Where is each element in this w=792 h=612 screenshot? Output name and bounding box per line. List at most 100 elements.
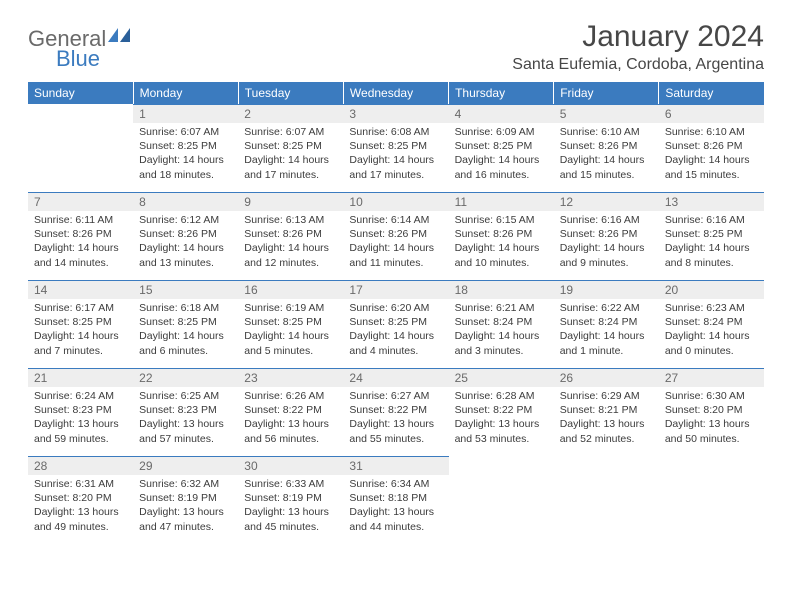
day-number: 21 — [28, 368, 133, 387]
calendar-day-cell: 21Sunrise: 6:24 AMSunset: 8:23 PMDayligh… — [28, 368, 133, 456]
day-number: 17 — [343, 280, 448, 299]
day-details: Sunrise: 6:24 AMSunset: 8:23 PMDaylight:… — [28, 387, 133, 452]
day-number: 4 — [449, 104, 554, 123]
day-details: Sunrise: 6:34 AMSunset: 8:18 PMDaylight:… — [343, 475, 448, 540]
day-number: 10 — [343, 192, 448, 211]
calendar-day-cell — [28, 104, 133, 192]
day-details: Sunrise: 6:10 AMSunset: 8:26 PMDaylight:… — [554, 123, 659, 188]
calendar-day-cell: 17Sunrise: 6:20 AMSunset: 8:25 PMDayligh… — [343, 280, 448, 368]
day-number: 28 — [28, 456, 133, 475]
day-details: Sunrise: 6:08 AMSunset: 8:25 PMDaylight:… — [343, 123, 448, 188]
day-number: 11 — [449, 192, 554, 211]
calendar-day-cell: 29Sunrise: 6:32 AMSunset: 8:19 PMDayligh… — [133, 456, 238, 544]
weekday-header: Thursday — [449, 82, 554, 104]
calendar-day-cell: 9Sunrise: 6:13 AMSunset: 8:26 PMDaylight… — [238, 192, 343, 280]
calendar-day-cell: 16Sunrise: 6:19 AMSunset: 8:25 PMDayligh… — [238, 280, 343, 368]
weekday-header: Wednesday — [343, 82, 448, 104]
day-details: Sunrise: 6:30 AMSunset: 8:20 PMDaylight:… — [659, 387, 764, 452]
day-number: 1 — [133, 104, 238, 123]
calendar-day-cell: 14Sunrise: 6:17 AMSunset: 8:25 PMDayligh… — [28, 280, 133, 368]
day-number: 24 — [343, 368, 448, 387]
day-details: Sunrise: 6:32 AMSunset: 8:19 PMDaylight:… — [133, 475, 238, 540]
logo: General Blue — [28, 26, 130, 72]
day-number: 6 — [659, 104, 764, 123]
calendar-day-cell: 19Sunrise: 6:22 AMSunset: 8:24 PMDayligh… — [554, 280, 659, 368]
calendar-week-row: 28Sunrise: 6:31 AMSunset: 8:20 PMDayligh… — [28, 456, 764, 544]
calendar-day-cell — [449, 456, 554, 544]
day-details: Sunrise: 6:33 AMSunset: 8:19 PMDaylight:… — [238, 475, 343, 540]
weekday-header: Friday — [554, 82, 659, 104]
logo-text-blue: Blue — [56, 46, 100, 72]
day-details: Sunrise: 6:16 AMSunset: 8:26 PMDaylight:… — [554, 211, 659, 276]
calendar-day-cell: 23Sunrise: 6:26 AMSunset: 8:22 PMDayligh… — [238, 368, 343, 456]
calendar-day-cell: 6Sunrise: 6:10 AMSunset: 8:26 PMDaylight… — [659, 104, 764, 192]
calendar-week-row: 21Sunrise: 6:24 AMSunset: 8:23 PMDayligh… — [28, 368, 764, 456]
day-number: 31 — [343, 456, 448, 475]
calendar-day-cell: 3Sunrise: 6:08 AMSunset: 8:25 PMDaylight… — [343, 104, 448, 192]
day-details: Sunrise: 6:23 AMSunset: 8:24 PMDaylight:… — [659, 299, 764, 364]
calendar-day-cell: 5Sunrise: 6:10 AMSunset: 8:26 PMDaylight… — [554, 104, 659, 192]
day-details: Sunrise: 6:28 AMSunset: 8:22 PMDaylight:… — [449, 387, 554, 452]
day-number: 25 — [449, 368, 554, 387]
calendar-day-cell — [659, 456, 764, 544]
calendar-day-cell: 25Sunrise: 6:28 AMSunset: 8:22 PMDayligh… — [449, 368, 554, 456]
calendar-body: 1Sunrise: 6:07 AMSunset: 8:25 PMDaylight… — [28, 104, 764, 544]
day-details: Sunrise: 6:26 AMSunset: 8:22 PMDaylight:… — [238, 387, 343, 452]
day-number: 14 — [28, 280, 133, 299]
day-number: 22 — [133, 368, 238, 387]
day-number: 9 — [238, 192, 343, 211]
header: General Blue January 2024 Santa Eufemia,… — [28, 20, 764, 74]
day-details: Sunrise: 6:29 AMSunset: 8:21 PMDaylight:… — [554, 387, 659, 452]
day-number: 5 — [554, 104, 659, 123]
day-number: 18 — [449, 280, 554, 299]
day-number: 23 — [238, 368, 343, 387]
day-number: 8 — [133, 192, 238, 211]
day-number: 19 — [554, 280, 659, 299]
day-details: Sunrise: 6:11 AMSunset: 8:26 PMDaylight:… — [28, 211, 133, 276]
day-details: Sunrise: 6:22 AMSunset: 8:24 PMDaylight:… — [554, 299, 659, 364]
location-text: Santa Eufemia, Cordoba, Argentina — [512, 56, 764, 74]
day-details: Sunrise: 6:12 AMSunset: 8:26 PMDaylight:… — [133, 211, 238, 276]
weekday-header: Sunday — [28, 82, 133, 104]
calendar-day-cell — [554, 456, 659, 544]
day-details: Sunrise: 6:15 AMSunset: 8:26 PMDaylight:… — [449, 211, 554, 276]
day-details: Sunrise: 6:13 AMSunset: 8:26 PMDaylight:… — [238, 211, 343, 276]
day-details: Sunrise: 6:21 AMSunset: 8:24 PMDaylight:… — [449, 299, 554, 364]
calendar-day-cell: 10Sunrise: 6:14 AMSunset: 8:26 PMDayligh… — [343, 192, 448, 280]
day-number: 29 — [133, 456, 238, 475]
weekday-header: Tuesday — [238, 82, 343, 104]
day-number: 7 — [28, 192, 133, 211]
weekday-header: Saturday — [659, 82, 764, 104]
day-details: Sunrise: 6:25 AMSunset: 8:23 PMDaylight:… — [133, 387, 238, 452]
month-title: January 2024 — [512, 20, 764, 54]
title-block: January 2024 Santa Eufemia, Cordoba, Arg… — [512, 20, 764, 74]
calendar-day-cell: 11Sunrise: 6:15 AMSunset: 8:26 PMDayligh… — [449, 192, 554, 280]
day-details: Sunrise: 6:27 AMSunset: 8:22 PMDaylight:… — [343, 387, 448, 452]
day-details: Sunrise: 6:07 AMSunset: 8:25 PMDaylight:… — [238, 123, 343, 188]
day-details: Sunrise: 6:17 AMSunset: 8:25 PMDaylight:… — [28, 299, 133, 364]
day-number: 15 — [133, 280, 238, 299]
day-number: 20 — [659, 280, 764, 299]
calendar-day-cell: 20Sunrise: 6:23 AMSunset: 8:24 PMDayligh… — [659, 280, 764, 368]
day-number: 12 — [554, 192, 659, 211]
weekday-header: Monday — [133, 82, 238, 104]
calendar-week-row: 14Sunrise: 6:17 AMSunset: 8:25 PMDayligh… — [28, 280, 764, 368]
calendar-day-cell: 15Sunrise: 6:18 AMSunset: 8:25 PMDayligh… — [133, 280, 238, 368]
calendar-day-cell: 27Sunrise: 6:30 AMSunset: 8:20 PMDayligh… — [659, 368, 764, 456]
calendar-day-cell: 8Sunrise: 6:12 AMSunset: 8:26 PMDaylight… — [133, 192, 238, 280]
day-details: Sunrise: 6:14 AMSunset: 8:26 PMDaylight:… — [343, 211, 448, 276]
calendar-day-cell: 24Sunrise: 6:27 AMSunset: 8:22 PMDayligh… — [343, 368, 448, 456]
calendar-page: General Blue January 2024 Santa Eufemia,… — [0, 0, 792, 564]
day-number: 30 — [238, 456, 343, 475]
day-details: Sunrise: 6:16 AMSunset: 8:25 PMDaylight:… — [659, 211, 764, 276]
day-number: 27 — [659, 368, 764, 387]
calendar-day-cell: 1Sunrise: 6:07 AMSunset: 8:25 PMDaylight… — [133, 104, 238, 192]
day-number: 2 — [238, 104, 343, 123]
calendar-day-cell: 31Sunrise: 6:34 AMSunset: 8:18 PMDayligh… — [343, 456, 448, 544]
calendar-day-cell: 26Sunrise: 6:29 AMSunset: 8:21 PMDayligh… — [554, 368, 659, 456]
calendar-week-row: 1Sunrise: 6:07 AMSunset: 8:25 PMDaylight… — [28, 104, 764, 192]
calendar-week-row: 7Sunrise: 6:11 AMSunset: 8:26 PMDaylight… — [28, 192, 764, 280]
calendar-day-cell: 2Sunrise: 6:07 AMSunset: 8:25 PMDaylight… — [238, 104, 343, 192]
calendar-day-cell: 13Sunrise: 6:16 AMSunset: 8:25 PMDayligh… — [659, 192, 764, 280]
day-details: Sunrise: 6:09 AMSunset: 8:25 PMDaylight:… — [449, 123, 554, 188]
